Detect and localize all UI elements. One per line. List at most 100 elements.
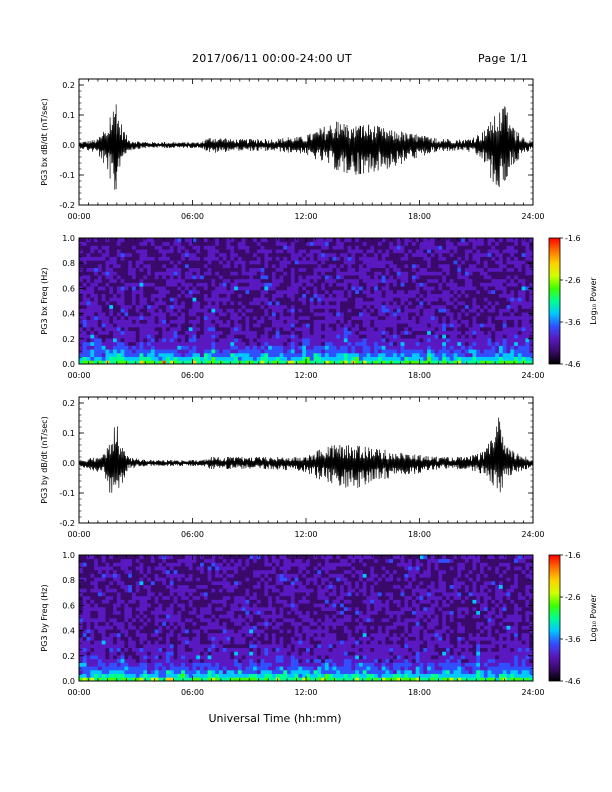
spectrogram-cell	[211, 330, 216, 335]
spectrogram-cell	[169, 315, 174, 320]
spectrogram-cell	[457, 341, 462, 346]
spectrogram-cell	[374, 341, 379, 346]
spectrogram-cell	[86, 275, 91, 280]
spectrogram-cell	[256, 275, 261, 280]
spectrogram-cell	[249, 245, 254, 250]
spectrogram-cell	[445, 271, 451, 276]
spectrogram-cell	[362, 356, 367, 361]
spectrogram-cell	[449, 245, 454, 250]
spectrogram-cell	[449, 249, 454, 254]
spectrogram-cell	[362, 312, 367, 317]
spectrogram-cell	[90, 241, 95, 246]
spectrogram-cell	[181, 301, 186, 306]
spectrogram-cell	[324, 349, 330, 354]
spectrogram-cell	[162, 326, 167, 332]
spectrogram-cell	[434, 315, 439, 320]
spectrogram-cell	[328, 241, 333, 246]
spectrogram-cell	[374, 293, 379, 298]
spectrogram-cell	[343, 341, 349, 346]
spectrogram-cell	[271, 278, 277, 283]
spectrogram-cell	[464, 263, 470, 269]
spectrogram-cell	[90, 658, 95, 663]
spectrogram-cell	[491, 304, 496, 309]
spectrogram-cell	[324, 334, 330, 339]
spectrogram-cell	[173, 267, 178, 272]
spectrogram-cell	[218, 286, 224, 291]
spectrogram-cell	[517, 330, 523, 335]
spectrogram-cell	[94, 666, 99, 671]
spectrogram-cell	[237, 352, 243, 357]
spectrogram-cell	[264, 252, 269, 257]
spectrogram-cell	[253, 341, 258, 346]
spectrogram-cell	[109, 245, 114, 250]
spectrogram-cell	[94, 606, 99, 611]
spectrogram-cell	[188, 271, 193, 276]
spectrogram-cell	[411, 293, 417, 298]
spectrogram-cell	[116, 282, 122, 287]
spectrogram-cell	[480, 297, 485, 302]
spectrogram-cell	[457, 263, 462, 269]
spectrogram-cell	[468, 330, 473, 335]
spectrogram-cell	[192, 278, 197, 283]
spectrogram-cell	[498, 349, 504, 354]
spectrogram-cell	[271, 241, 277, 246]
spectrogram-cell	[498, 267, 504, 272]
spectrogram-cell	[101, 643, 106, 649]
spectrogram-cell	[430, 241, 436, 246]
spectrogram-cell	[241, 245, 246, 250]
spectrogram-cell	[124, 352, 129, 357]
spectrogram-cell	[230, 263, 235, 269]
spectrogram-cell	[90, 603, 95, 608]
spectrogram-cell	[79, 238, 84, 243]
spectrogram-cell	[196, 238, 201, 243]
spectrogram-cell	[245, 352, 250, 357]
spectrogram-cell	[396, 341, 401, 346]
spectrogram-cell	[143, 297, 148, 302]
spectrogram-cell	[192, 338, 197, 343]
spectrogram-cell	[483, 267, 488, 272]
spectrogram-cell	[434, 304, 439, 309]
spectrogram-cell	[525, 312, 530, 317]
spectrogram-cell	[79, 312, 84, 317]
spectrogram-cell	[211, 271, 216, 276]
spectrogram-cell	[396, 267, 401, 272]
spectrogram-cell	[381, 356, 386, 361]
spectrogram-cell	[131, 304, 137, 309]
spectrogram-cell	[177, 352, 182, 357]
spectrogram-cell	[249, 267, 254, 272]
spectrogram-cell	[188, 315, 193, 320]
spectrogram-cell	[86, 349, 91, 354]
spectrogram-cell	[192, 238, 197, 243]
spectrogram-cell	[374, 312, 379, 317]
spectrogram-cell	[423, 267, 428, 272]
spectrogram-cell	[116, 338, 122, 343]
spectrogram-cell	[358, 326, 364, 332]
spectrogram-cell	[173, 352, 178, 357]
spectrogram-cell	[158, 360, 163, 365]
spectrogram-cell	[90, 629, 95, 634]
spectrogram-cell	[491, 249, 496, 254]
spectrogram-cell	[218, 271, 224, 276]
spectrogram-cell	[517, 323, 523, 328]
spectrogram-cell	[128, 249, 133, 254]
spectrogram-cell	[94, 673, 99, 678]
spectrogram-cell	[94, 655, 99, 660]
spectrogram-cell	[381, 241, 386, 246]
spectrogram-cell	[97, 651, 103, 656]
spectrogram-cell	[249, 334, 254, 339]
spectrogram-cell	[234, 260, 239, 265]
spectrogram-cell	[324, 297, 330, 302]
spectrogram-cell	[415, 312, 420, 317]
spectrogram-cell	[79, 289, 84, 294]
spectrogram-cell	[445, 338, 451, 343]
spectrogram-cell	[237, 256, 243, 261]
spectrogram-cell	[105, 275, 110, 280]
spectrogram-cell	[166, 271, 171, 276]
spectrogram-cell	[343, 249, 349, 254]
spectrogram-cell	[150, 297, 156, 302]
spectrogram-cell	[249, 338, 254, 343]
spectrogram-cell	[222, 341, 227, 346]
spectrogram-cell	[480, 334, 485, 339]
spectrogram-cell	[173, 338, 178, 343]
spectrogram-cell	[483, 271, 488, 276]
